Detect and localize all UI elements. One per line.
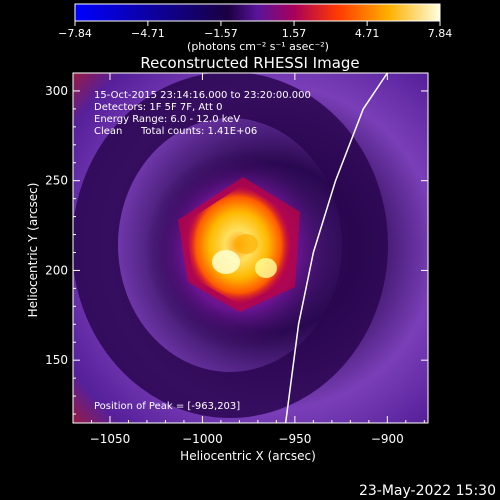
peak-spot: [212, 250, 240, 274]
x-tick-label: −1000: [182, 432, 223, 446]
annotation-time: 15-Oct-2015 23:14:16.000 to 23:20:00.000: [94, 90, 311, 101]
colorbar-unit-label: (photons cm⁻² s⁻¹ asec⁻²): [187, 40, 329, 53]
colorbar-ticks: −7.84 −4.71 −1.57 1.57 4.71 7.84: [58, 21, 452, 40]
x-axis-ticks: −1050 −1000 −950 −900: [90, 73, 425, 446]
chart-title: Reconstructed RHESSI Image: [140, 54, 359, 72]
y-tick-label: 250: [45, 174, 68, 188]
annotation-detectors: Detectors: 1F 5F 7F, Att 0: [94, 102, 222, 113]
peak-position-label: Position of Peak = [-963,203]: [94, 401, 240, 412]
y-axis-ticks: 150 200 250 300: [45, 72, 428, 415]
dark-ring: [73, 73, 388, 418]
x-tick-label: −900: [371, 432, 404, 446]
annotation-energy: Energy Range: 6.0 - 12.0 keV: [94, 114, 240, 125]
x-axis-label: Heliocentric X (arcsec): [180, 449, 316, 463]
plot-frame: [72, 72, 429, 424]
solar-limb-curve: [284, 73, 388, 423]
colorbar-tick-label: −1.57: [204, 27, 238, 40]
image-area: [73, 73, 428, 423]
colorbar: [74, 3, 441, 22]
x-tick-label: −950: [278, 432, 311, 446]
center-spot: [234, 234, 258, 254]
secondary-spot: [255, 258, 277, 278]
colorbar-tick-label: 7.84: [428, 27, 453, 40]
timestamp: 23-May-2022 15:30: [359, 483, 496, 499]
colorbar-tick-label: 1.57: [282, 27, 307, 40]
colorbar-tick-label: −7.84: [58, 27, 92, 40]
y-tick-label: 200: [45, 263, 68, 277]
annotation-block: 15-Oct-2015 23:14:16.000 to 23:20:00.000…: [94, 90, 311, 412]
colorbar-tick-label: 4.71: [355, 27, 380, 40]
x-tick-label: −1050: [90, 432, 131, 446]
annotation-method: Clean: [94, 126, 122, 137]
y-tick-label: 300: [45, 84, 68, 98]
colorbar-tick-label: −4.71: [131, 27, 165, 40]
y-tick-label: 150: [45, 353, 68, 367]
annotation-counts: Total counts: 1.41E+06: [140, 126, 257, 137]
y-axis-label: Heliocentric Y (arcsec): [26, 183, 40, 318]
